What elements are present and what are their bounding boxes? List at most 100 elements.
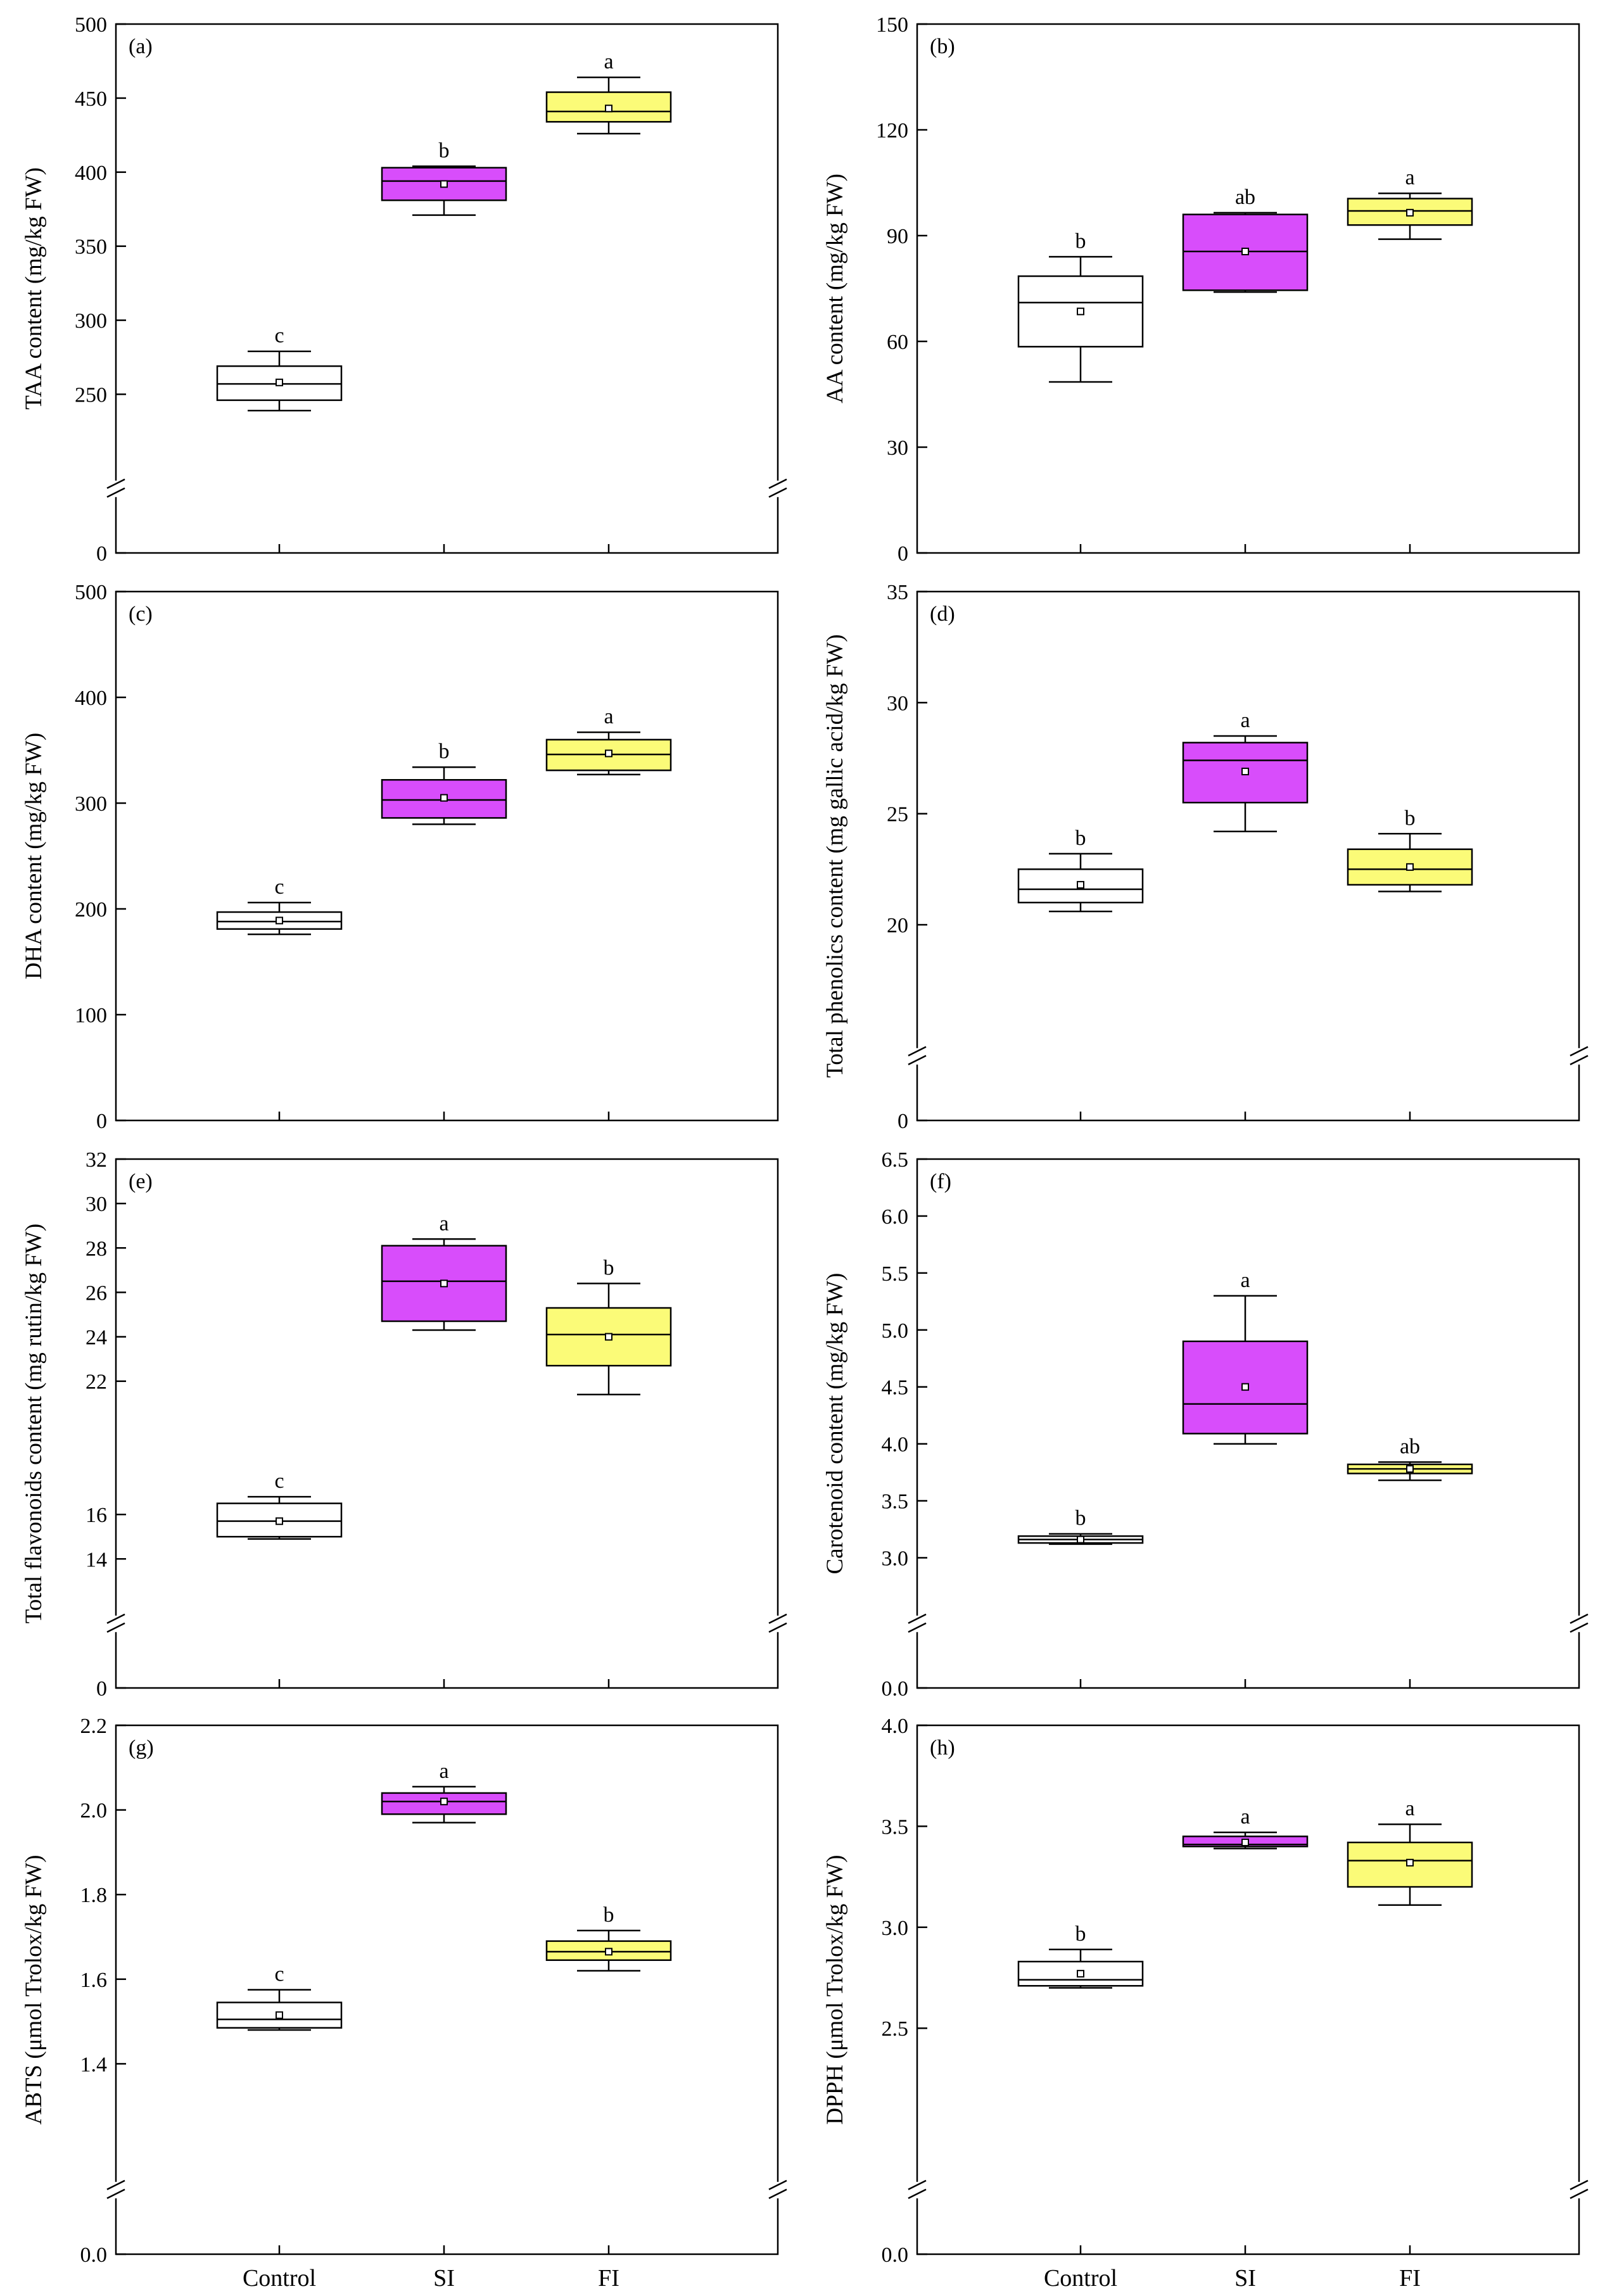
- box-control: c: [216, 1469, 343, 1540]
- significance-letter: c: [274, 1469, 284, 1493]
- mean-marker: [605, 749, 612, 758]
- axis-break-mark: [106, 478, 125, 489]
- y-tick-label: 1.4: [80, 2053, 108, 2076]
- mean-marker: [1241, 1383, 1249, 1391]
- plot-frame: [916, 1724, 1580, 2255]
- axis-break-mark: [1570, 1055, 1589, 1065]
- mean-marker: [1406, 863, 1414, 871]
- y-axis-label: Total flavonoids content (mg rutin/kg FW…: [21, 1224, 47, 1623]
- significance-letter: a: [604, 705, 613, 728]
- y-tick-label: 16: [86, 1504, 107, 1527]
- y-tick-label: 26: [86, 1281, 107, 1305]
- panel-label: (h): [930, 1736, 955, 1760]
- box-control: b: [1017, 229, 1144, 383]
- axis-break-mark: [106, 2179, 125, 2190]
- mean-marker: [1077, 307, 1084, 315]
- y-tick-label: 3.5: [882, 1490, 909, 1514]
- axis-break-mark: [768, 2179, 787, 2190]
- plot-frame: [916, 1158, 1580, 1689]
- mean-marker: [1406, 1465, 1414, 1473]
- axis-break-mark: [1570, 1622, 1589, 1633]
- mean-marker: [1241, 1838, 1249, 1846]
- axis-break-mark: [768, 487, 787, 498]
- y-tick-label: 60: [887, 331, 908, 354]
- box-iqr: [545, 91, 672, 123]
- panel-c: 0 100 200 300 400 500 DHA content (mg/kg FW) (c…: [21, 581, 779, 1133]
- y-tick-label: 25: [887, 803, 908, 827]
- box-control: b: [1017, 1507, 1144, 1545]
- mean-marker: [1077, 1535, 1084, 1544]
- axis-break-mark: [1570, 1613, 1589, 1624]
- box-control: c: [216, 875, 343, 936]
- axis-break-mark: [106, 2188, 125, 2199]
- y-tick-label: 0: [898, 1110, 908, 1133]
- y-tick-label: 2.2: [80, 1715, 108, 1738]
- significance-letter: a: [439, 1212, 448, 1235]
- y-tick-label: 4.5: [882, 1376, 909, 1400]
- box-fi: ab: [1347, 1435, 1473, 1481]
- y-tick-label: 0.0: [882, 2243, 909, 2267]
- significance-letter: a: [439, 1760, 448, 1783]
- y-tick-label: 5.0: [882, 1319, 909, 1343]
- significance-letter: b: [1075, 1507, 1086, 1530]
- axis-break-mark: [768, 2188, 787, 2199]
- mean-marker: [440, 1798, 448, 1806]
- panel-h: 0.0 2.5 3.0 3.5 4.0 DPPH (μmol Trolox/kg FW) (…: [822, 1715, 1589, 2292]
- significance-letter: c: [274, 324, 284, 348]
- y-tick-label: 1.6: [80, 1969, 108, 1992]
- significance-letter: b: [439, 139, 450, 162]
- y-axis-label: DHA content (mg/kg FW): [21, 733, 47, 979]
- axis-break-mark: [908, 1046, 927, 1056]
- panel-e: 0 14 16 22 24 26 28 30 32 Total flavonoids conten…: [21, 1148, 787, 1701]
- y-tick-label: 2.5: [882, 2017, 909, 2041]
- significance-letter: b: [439, 740, 450, 763]
- y-tick-label: 0: [898, 542, 908, 566]
- significance-letter: a: [1240, 709, 1250, 732]
- mean-marker: [1077, 1970, 1084, 1978]
- box-control: c: [216, 324, 343, 412]
- x-tick-label: SI: [1234, 2265, 1256, 2292]
- y-tick-label: 30: [887, 436, 908, 460]
- axis-break-mark: [908, 2188, 927, 2199]
- y-tick-label: 3.5: [882, 1815, 909, 1839]
- y-tick-label: 3.0: [882, 1547, 909, 1570]
- box-si: a: [1182, 709, 1309, 833]
- y-tick-label: 24: [86, 1326, 107, 1350]
- mean-marker: [440, 794, 448, 802]
- significance-letter: b: [1075, 229, 1086, 253]
- axis-break-mark: [768, 1613, 787, 1624]
- x-tick-label: FI: [1399, 2265, 1421, 2292]
- y-tick-label: 0: [96, 1677, 107, 1701]
- box-fi: b: [545, 1903, 672, 1972]
- plot-frame: [115, 1158, 779, 1689]
- plot-frame: [916, 23, 1580, 554]
- box-si: a: [381, 1760, 507, 1823]
- significance-letter: a: [1405, 1797, 1414, 1820]
- y-tick-label: 30: [86, 1193, 107, 1216]
- y-tick-label: 30: [887, 692, 908, 715]
- y-tick-label: 500: [75, 581, 107, 604]
- y-tick-label: 14: [86, 1548, 107, 1571]
- plot-frame: [916, 590, 1580, 1122]
- axis-break-mark: [908, 1622, 927, 1633]
- y-tick-label: 1.8: [80, 1884, 108, 1907]
- box-fi: a: [1347, 166, 1473, 240]
- box-control: b: [1017, 827, 1144, 913]
- significance-letter: a: [1240, 1805, 1250, 1829]
- x-tick-label: SI: [433, 2265, 455, 2292]
- y-tick-label: 22: [86, 1371, 107, 1394]
- panel-label: (b): [930, 35, 955, 58]
- box-si: b: [381, 740, 507, 825]
- y-tick-label: 300: [75, 792, 107, 816]
- box-fi: a: [1347, 1797, 1473, 1906]
- significance-letter: c: [274, 1963, 284, 1986]
- y-tick-label: 2.0: [80, 1799, 108, 1823]
- y-tick-label: 250: [75, 384, 107, 407]
- y-tick-label: 4.0: [882, 1433, 909, 1457]
- mean-marker: [1406, 208, 1414, 217]
- y-tick-label: 32: [86, 1148, 107, 1172]
- box-fi: b: [545, 1256, 672, 1395]
- y-axis-label: Carotenoid content (mg/kg FW): [822, 1273, 848, 1575]
- box-control: c: [216, 1963, 343, 2031]
- panel-g: 0.0 1.4 1.6 1.8 2.0 2.2 ABTS (μmol Trolox/kg F…: [21, 1715, 787, 2292]
